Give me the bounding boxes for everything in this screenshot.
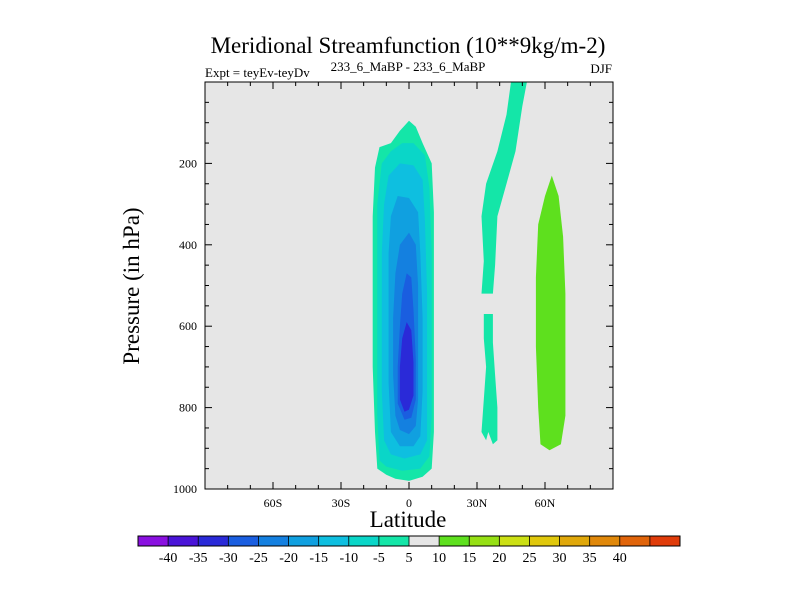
colorbar-swatch [168, 536, 199, 546]
colorbar-swatch [138, 536, 169, 546]
colorbar-swatch [409, 536, 440, 546]
sh-cell-level-minus35 [399, 322, 414, 412]
colorbar-frame [137, 535, 681, 547]
x-tick-label: 30N [467, 496, 488, 510]
colorbar-label: -25 [249, 551, 268, 566]
colorbar-swatch [499, 536, 530, 546]
colorbar-label: -15 [309, 551, 328, 566]
colorbar-swatch [469, 536, 500, 546]
colorbar-swatch [288, 536, 319, 546]
colorbar-swatch [198, 536, 229, 546]
colorbar-swatch [258, 536, 289, 546]
colorbar-label: 25 [522, 551, 536, 566]
x-tick-label: 30S [332, 496, 351, 510]
colorbar-swatch [529, 536, 560, 546]
chart-title: Meridional Streamfunction (10**9kg/m-2) [211, 33, 606, 58]
colorbar-swatch [559, 536, 590, 546]
contour-regions [372, 82, 566, 481]
colorbar-label: 40 [613, 551, 627, 566]
nh-lower-band-minus5 [481, 314, 498, 445]
x-tick-label: 60N [535, 496, 556, 510]
axes: 60S 30S 0 30N 60N 200 400 600 800 1000 [173, 82, 613, 510]
subtitle-center: 233_6_MaBP - 233_6_MaBP [331, 59, 486, 74]
colorbar-label: -20 [279, 551, 298, 566]
colorbar-swatch [439, 536, 470, 546]
y-tick-label: 400 [179, 238, 197, 252]
colorbar-label: -10 [339, 551, 358, 566]
nh-upper-band-minus5 [481, 82, 527, 294]
nh-positive-cell-5 [535, 175, 566, 451]
x-tick-label: 0 [406, 496, 412, 510]
colorbar-swatch [589, 536, 621, 546]
y-tick-label: 1000 [173, 482, 197, 496]
x-axis-label: Latitude [370, 507, 447, 532]
colorbar-swatch [649, 536, 681, 546]
colorbar: -40 -35 -30 -25 -20 -15 -10 -5 5 10 15 20 25 30 35 40 [137, 535, 681, 566]
subtitle-left: Expt = teyEv-teyDv [205, 65, 310, 80]
colorbar-swatch [619, 536, 651, 546]
colorbar-swatch [348, 536, 380, 546]
colorbar-swatch [378, 536, 410, 546]
colorbar-label: -5 [373, 551, 385, 566]
colorbar-label: 35 [583, 551, 597, 566]
colorbar-label: -40 [159, 551, 178, 566]
x-tick-label: 60S [264, 496, 283, 510]
colorbar-label: -30 [219, 551, 238, 566]
colorbar-swatch [318, 536, 350, 546]
y-axis-label: Pressure (in hPa) [119, 207, 144, 364]
y-tick-label: 800 [179, 401, 197, 415]
subtitle-right: DJF [590, 61, 612, 76]
colorbar-label: 20 [492, 551, 506, 566]
y-tick-label: 200 [179, 156, 197, 170]
colorbar-label: 30 [553, 551, 567, 566]
colorbar-label: 5 [406, 551, 413, 566]
colorbar-label: 15 [462, 551, 476, 566]
y-tick-label: 600 [179, 319, 197, 333]
colorbar-label: 10 [432, 551, 446, 566]
colorbar-label: -35 [189, 551, 208, 566]
colorbar-swatch [228, 536, 259, 546]
